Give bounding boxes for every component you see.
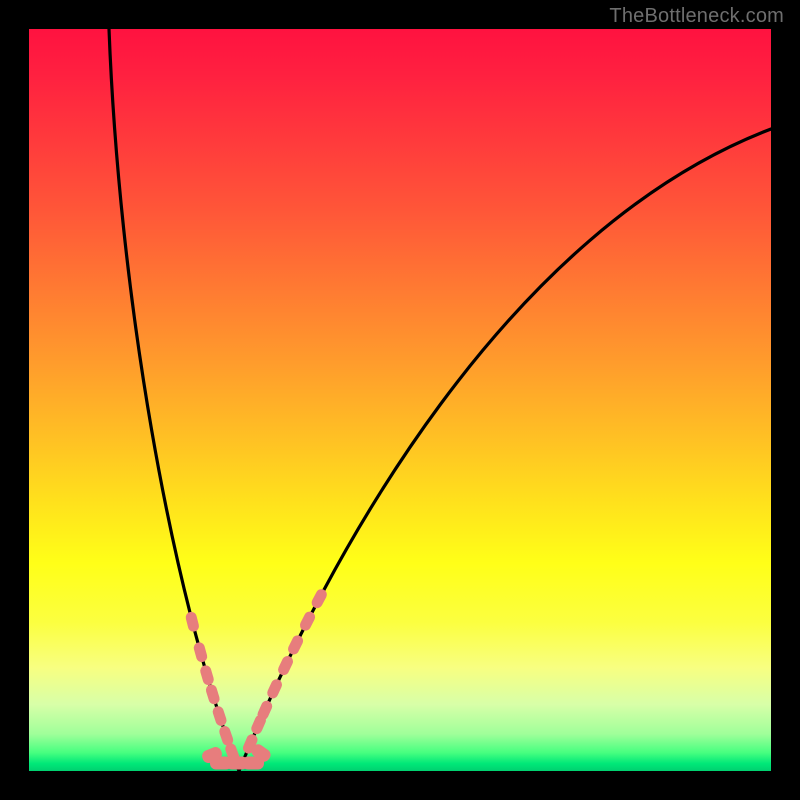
curve-marker [199, 664, 215, 686]
curve-marker [205, 683, 221, 705]
bottleneck-curve [109, 29, 771, 771]
curve-marker [185, 611, 201, 633]
plot-area [29, 29, 771, 771]
curve-marker [211, 705, 228, 727]
watermark-text: TheBottleneck.com [609, 5, 784, 28]
curve-marker [286, 634, 305, 657]
curve-layer [29, 29, 771, 771]
curve-marker [193, 641, 209, 663]
curve-marker [265, 677, 283, 700]
curve-marker [276, 654, 295, 677]
curve-marker [310, 587, 329, 610]
curve-marker [298, 610, 317, 633]
